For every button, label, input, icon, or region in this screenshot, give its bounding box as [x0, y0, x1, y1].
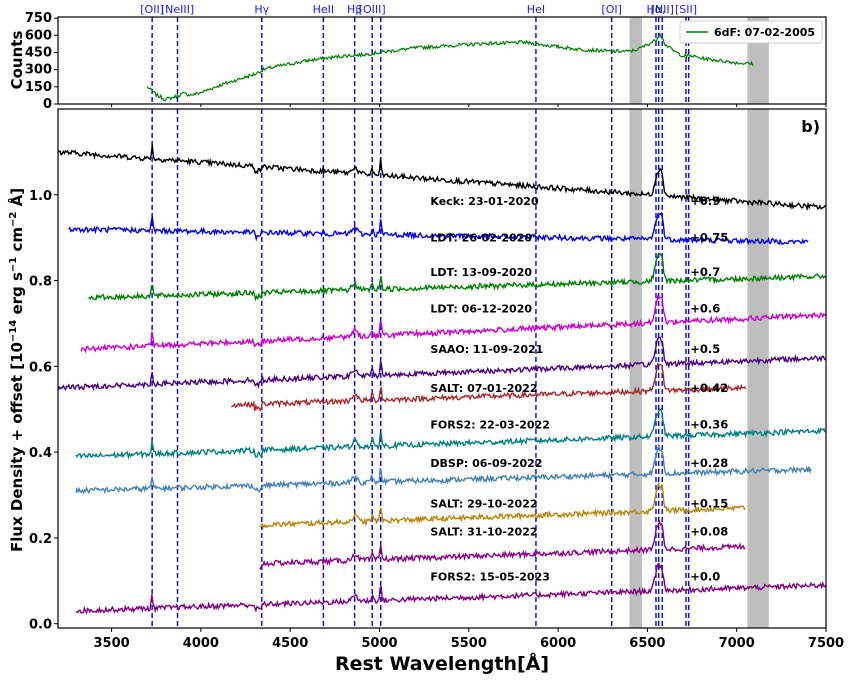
- spectrum-line-4: [80, 295, 827, 354]
- top-y-tick-label: 150: [25, 80, 52, 95]
- ylabel-exp-1: −14: [8, 320, 19, 342]
- bottom-y-tick-label: 0.6: [29, 360, 52, 375]
- spectrum-label-7: FORS2: 22-03-2022: [430, 418, 550, 431]
- top-y-tick-label: 750: [25, 11, 52, 26]
- emission-line-label: [SII]: [675, 3, 697, 16]
- emission-line-label: Hβ: [347, 3, 362, 16]
- x-tick-label: 4000: [183, 636, 219, 651]
- top-spectrum-line: [146, 32, 754, 102]
- ylabel-part-4: Å]: [7, 188, 26, 212]
- x-tick-label: 6500: [629, 636, 665, 651]
- ylabel-part-3: cm: [8, 227, 26, 257]
- spectrum-line-7: [75, 407, 827, 460]
- spectrum-line-2: [68, 211, 809, 246]
- legend-box: [679, 20, 823, 44]
- x-tick-label: 4500: [272, 636, 308, 651]
- x-tick-label: 7500: [808, 636, 844, 651]
- bottom-shaded-region-1: [629, 109, 643, 628]
- spectrum-label-6: SALT: 07-01-2022: [430, 382, 537, 395]
- emission-line-label: [OI]: [601, 3, 622, 16]
- offset-label-10: +0.08: [690, 524, 728, 538]
- spectrum-label-5: SAAO: 11-09-2021: [430, 343, 543, 356]
- bottom-y-tick-label: 0.4: [29, 446, 52, 461]
- emission-line-label: Hα,: [646, 3, 665, 16]
- ylabel-part-2: erg s: [8, 272, 26, 320]
- x-tick-label: 5000: [361, 636, 397, 651]
- spectrum-line-1: [57, 144, 826, 212]
- top-panel: 0 150 300 450 600 750 6dF: 07-02-2005: [25, 11, 827, 112]
- emission-line-labels: [OII][NeIII] Hγ HeII Hβ[OIII] HeI [OI] Hα,[NII…: [140, 3, 697, 16]
- offset-label-1: +0.9: [690, 194, 720, 208]
- top-y-tick-label: 300: [25, 63, 52, 78]
- panel-label-b: b): [801, 117, 820, 136]
- x-tick-label: 3500: [93, 636, 129, 651]
- spectrum-label-3: LDT: 13-09-2020: [430, 266, 532, 279]
- spectrum-line-5: [57, 336, 826, 392]
- spectrum-label-11: FORS2: 15-05-2023: [430, 571, 550, 584]
- emission-line-label: [OIII]: [359, 3, 386, 16]
- ylabel-exp-2: −1: [8, 257, 19, 272]
- spectrum-line-9: [259, 482, 746, 530]
- ylabel-exp-3: −2: [8, 212, 19, 227]
- bottom-shaded-region-2: [747, 109, 769, 628]
- top-axes-frame: [57, 16, 827, 105]
- spectrum-line-11: [75, 562, 827, 615]
- spectrum-line-10: [259, 519, 746, 570]
- spectrum-line-3: [88, 252, 827, 302]
- x-axis-label: Rest Wavelength[Å]: [335, 651, 549, 675]
- spectrum-label-8: DBSP: 06-09-2022: [430, 457, 542, 470]
- spectrum-line-6: [231, 362, 747, 413]
- emission-line-label: [NeIII]: [161, 3, 194, 16]
- offset-label-9: +0.15: [690, 497, 728, 511]
- offset-label-2: +0.75: [690, 231, 728, 245]
- top-y-tick-label: 450: [25, 45, 52, 60]
- bottom-y-tick-label: 0.2: [29, 532, 52, 547]
- spectrum-label-9: SALT: 29-10-2022: [430, 498, 537, 511]
- offset-label-6: +0.42: [690, 381, 728, 395]
- spectrum-label-1: Keck: 23-01-2020: [430, 195, 539, 208]
- spectrum-line-8: [75, 442, 812, 495]
- top-y-axis-label: Counts: [8, 31, 26, 90]
- offset-label-3: +0.7: [690, 265, 720, 279]
- offset-label-8: +0.28: [690, 456, 728, 470]
- x-tick-label: 5500: [451, 636, 487, 651]
- top-y-tick-label: 0: [43, 97, 52, 112]
- top-y-tick-label: 600: [25, 28, 52, 43]
- ylabel-part-1: Flux Density + offset [10: [8, 342, 26, 552]
- bottom-y-tick-label: 0.0: [29, 618, 52, 633]
- x-tick-label: 6000: [540, 636, 576, 651]
- offset-label-5: +0.5: [690, 342, 720, 356]
- emission-line-label: Hγ: [254, 3, 269, 16]
- bottom-y-axis-label: Flux Density + offset [10−14 erg s−1 cm−…: [7, 188, 26, 552]
- emission-line-label: [OII]: [140, 3, 164, 16]
- emission-line-label: HeI: [527, 3, 545, 16]
- offset-label-11: +0.0: [690, 570, 720, 584]
- bottom-y-tick-label: 0.8: [29, 275, 52, 290]
- spectrum-label-10: SALT: 31-10-2022: [430, 525, 537, 538]
- offset-label-7: +0.36: [690, 417, 728, 431]
- bottom-y-tick-label: 1.0: [29, 189, 52, 204]
- spectrum-label-4: LDT: 06-12-2020: [430, 302, 532, 315]
- x-tick-label: 7000: [719, 636, 755, 651]
- top-shaded-region-1: [629, 17, 643, 104]
- bottom-axes-frame: [57, 108, 827, 629]
- spectrum-label-2: LDT: 26-02-2020: [430, 232, 532, 245]
- emission-line-label: HeII: [313, 3, 335, 16]
- legend-label: 6dF: 07-02-2005: [714, 26, 815, 39]
- emission-line-label: [NII]: [651, 3, 674, 16]
- offset-label-4: +0.6: [690, 301, 720, 315]
